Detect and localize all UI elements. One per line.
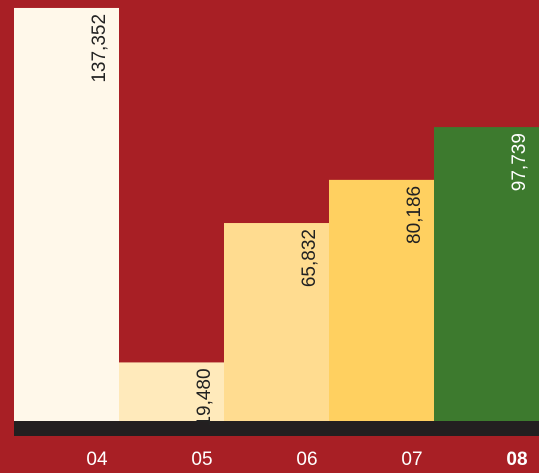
bar [224, 223, 329, 421]
bar [434, 127, 539, 421]
x-tick-label: 05 [191, 449, 212, 470]
bar [329, 179, 434, 421]
bar [119, 362, 224, 421]
x-tick-label: 06 [296, 449, 317, 470]
baseline-strip [14, 421, 539, 436]
value-label: 65,832 [299, 229, 320, 287]
value-label: 97,739 [509, 133, 530, 191]
x-tick-label: 07 [401, 449, 422, 470]
x-tick-label: 04 [86, 449, 108, 470]
bar [14, 7, 119, 421]
x-tick-label: 08 [506, 449, 527, 470]
value-label: 19,480 [194, 368, 215, 426]
value-label: 137,352 [89, 14, 110, 83]
value-label: 80,186 [404, 186, 425, 244]
